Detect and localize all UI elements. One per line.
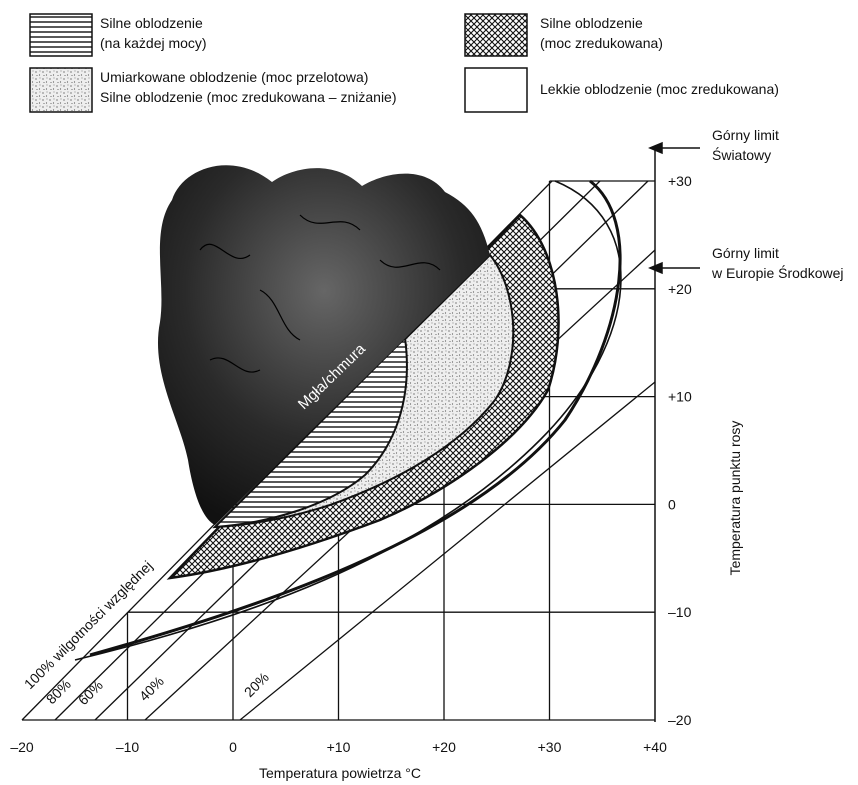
x-tick-label: +30: [538, 739, 562, 755]
humidity-label: 20%: [241, 669, 272, 700]
legend-text: Silne oblodzenie: [540, 15, 643, 31]
limit-arrow: [650, 263, 700, 273]
y-tick-label: +10: [668, 389, 692, 405]
x-tick-label: +20: [432, 739, 456, 755]
legend-text: Umiarkowane oblodzenie (moc przelotowa): [100, 69, 368, 85]
humidity-label: 100% wilgotności względnej: [21, 558, 156, 693]
legend-text: Silne oblodzenie: [100, 15, 203, 31]
legend-text: (moc zredukowana): [540, 35, 663, 51]
limit-label: Światowy: [712, 146, 771, 163]
limit-label: Górny limit: [712, 127, 779, 143]
x-axis-title: Temperatura powietrza °C: [259, 765, 421, 781]
x-tick-label: 0: [229, 739, 237, 755]
humidity-label: 40%: [136, 673, 167, 704]
legend-text: (na każdej mocy): [100, 35, 207, 51]
x-tick-label: –20: [10, 739, 34, 755]
limit-arrow: [650, 143, 700, 153]
legend-swatch: [465, 14, 527, 56]
y-axis-title: Temperatura punktu rosy: [727, 421, 743, 576]
y-tick-label: –10: [668, 604, 692, 620]
y-tick-label: +30: [668, 173, 692, 189]
y-tick-label: 0: [668, 496, 676, 512]
x-tick-label: +10: [327, 739, 351, 755]
legend-swatch: [30, 68, 92, 112]
legend-text: Lekkie oblodzenie (moc zredukowana): [540, 81, 779, 97]
x-tick-label: –10: [116, 739, 140, 755]
legend-swatch: [30, 14, 92, 56]
icing-diagram: Silne oblodzenie (na każdej mocy) Umiark…: [0, 0, 858, 785]
y-tick-label: –20: [668, 712, 692, 728]
plot: Mgła/chmura Górny limit Światowy Górny l…: [10, 127, 843, 781]
y-tick-label: +20: [668, 281, 692, 297]
limit-label: Górny limit: [712, 245, 779, 261]
legend-text: Silne oblodzenie (moc zredukowana – zniż…: [100, 89, 397, 105]
humidity-label: 60%: [75, 677, 106, 708]
legend-swatch: [465, 68, 527, 112]
humidity-label: 80%: [43, 676, 74, 707]
x-tick-label: +40: [643, 739, 667, 755]
limit-label: w Europie Środkowej: [711, 264, 844, 281]
